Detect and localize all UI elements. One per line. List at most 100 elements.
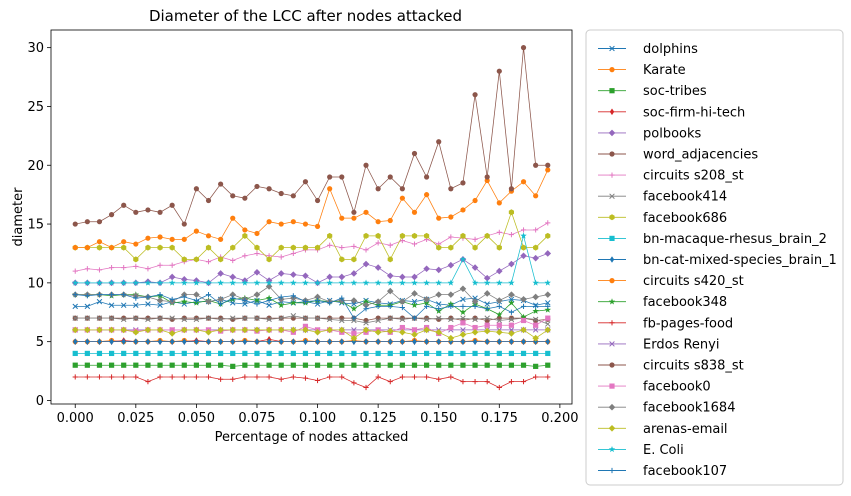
data-point	[460, 232, 466, 239]
data-point	[326, 273, 333, 281]
data-point	[327, 242, 333, 248]
data-point	[351, 209, 357, 215]
data-point	[545, 300, 551, 306]
x-tick-label: 0.050	[178, 411, 215, 426]
data-point	[290, 299, 297, 306]
data-point	[121, 374, 127, 380]
data-point	[520, 317, 527, 324]
data-point	[399, 273, 406, 281]
data-point	[460, 350, 466, 357]
data-point	[544, 326, 552, 334]
data-point	[496, 322, 502, 328]
data-point	[180, 276, 188, 283]
data-point	[230, 193, 236, 199]
legend-item: circuits s420_st	[598, 274, 744, 289]
data-point	[533, 244, 539, 251]
data-point	[242, 253, 248, 259]
data-point	[133, 350, 139, 357]
data-point	[497, 338, 502, 345]
data-point	[205, 279, 212, 286]
data-point	[72, 303, 78, 310]
data-point	[399, 298, 406, 305]
data-point	[217, 279, 224, 286]
data-point	[375, 186, 381, 192]
data-point	[242, 315, 248, 321]
data-point	[484, 362, 490, 368]
data-point	[496, 311, 503, 318]
data-point	[205, 259, 212, 265]
data-point	[436, 350, 442, 357]
data-point	[168, 330, 176, 337]
data-point	[459, 331, 467, 338]
data-point	[435, 266, 443, 274]
data-point	[362, 260, 370, 268]
data-point	[96, 219, 103, 225]
data-point	[424, 303, 430, 309]
data-point	[363, 162, 369, 168]
legend-label: circuits s420_st	[643, 274, 744, 289]
data-point	[230, 363, 236, 369]
data-point	[193, 350, 199, 357]
data-point	[520, 227, 527, 233]
data-point	[520, 350, 527, 357]
data-point	[448, 244, 454, 251]
data-point	[423, 296, 430, 303]
data-point	[290, 326, 297, 334]
legend-label: soc-tribes	[643, 84, 707, 99]
data-point	[399, 186, 405, 192]
data-point	[205, 292, 212, 298]
data-point	[217, 316, 224, 323]
data-point	[84, 279, 91, 286]
data-point	[96, 362, 103, 368]
data-point	[339, 362, 345, 368]
data-point	[459, 255, 467, 263]
data-point	[484, 322, 490, 328]
data-point	[327, 186, 333, 192]
data-point	[121, 338, 126, 345]
data-point	[205, 328, 212, 336]
data-point	[411, 209, 418, 215]
data-point	[362, 301, 370, 309]
data-point	[108, 374, 115, 380]
data-point	[181, 374, 187, 380]
data-point	[254, 350, 260, 357]
legend-marker	[609, 235, 615, 241]
legend-item: bn-macaque-rhesus_brain_2	[598, 232, 827, 247]
data-point	[302, 299, 309, 305]
series-10	[73, 338, 550, 345]
data-point	[351, 215, 357, 221]
data-point	[533, 227, 539, 233]
data-point	[533, 303, 539, 309]
data-point	[508, 279, 515, 286]
data-point	[290, 313, 297, 319]
data-point	[96, 298, 103, 305]
data-point	[218, 338, 223, 345]
data-point	[545, 315, 551, 321]
data-point	[508, 209, 515, 216]
data-point	[254, 374, 260, 380]
data-point	[72, 292, 78, 298]
data-point	[472, 362, 478, 368]
legend-marker	[609, 45, 615, 52]
data-point	[181, 279, 188, 286]
data-point	[242, 232, 248, 239]
data-point	[338, 273, 346, 281]
legend-marker	[608, 403, 616, 411]
data-point	[508, 330, 515, 337]
legend-marker	[609, 341, 615, 347]
data-point	[278, 362, 284, 368]
data-point	[363, 320, 369, 326]
data-point	[266, 316, 272, 323]
data-point	[169, 236, 175, 242]
data-point	[169, 262, 175, 268]
data-point	[290, 193, 296, 199]
data-point	[96, 326, 103, 334]
data-point	[229, 273, 237, 281]
legend-label: facebook1684	[643, 401, 735, 416]
data-point	[411, 327, 418, 333]
data-point	[483, 327, 491, 335]
legend-marker	[609, 278, 615, 284]
data-point	[411, 374, 418, 380]
data-point	[157, 302, 163, 308]
data-point	[314, 279, 321, 286]
